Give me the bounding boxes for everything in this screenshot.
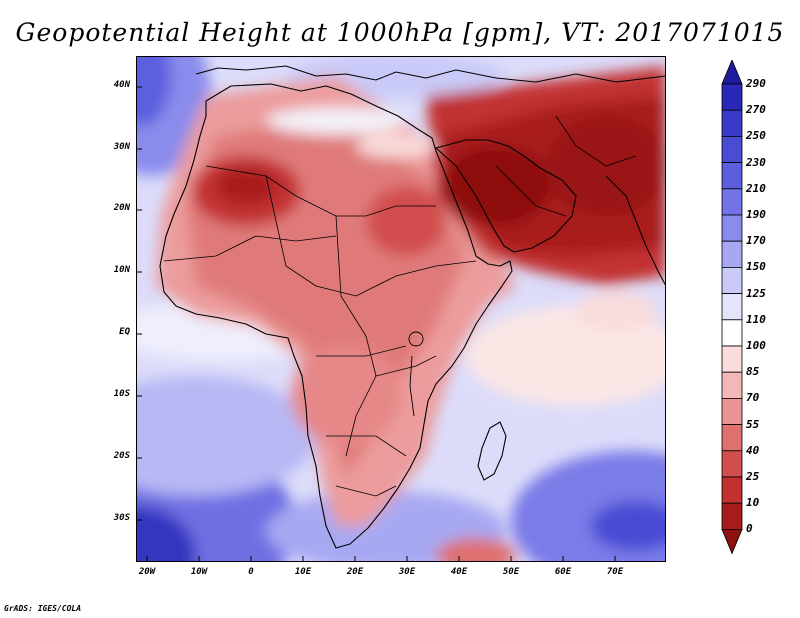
colorbar-level-label: 25: [746, 470, 760, 483]
arabia-coastline: [435, 139, 577, 253]
colorbar-level-label: 0: [746, 522, 753, 536]
lon-label: 60E: [554, 567, 572, 577]
lat-label: 10N: [113, 265, 130, 275]
colorbar-level-label: 150: [746, 260, 766, 274]
lat-label: 30S: [113, 513, 130, 523]
lat-label: EQ: [119, 327, 130, 337]
colorbar-level-label: 100: [746, 339, 766, 352]
europe-coastline: [195, 65, 666, 83]
colorbar-level-label: 85: [746, 365, 760, 379]
colorbar-box: [721, 109, 743, 137]
colorbar-box: [721, 319, 743, 347]
lon-label: 40E: [450, 567, 468, 577]
colorbar-level-label: 230: [746, 155, 766, 169]
colorbar: [721, 60, 743, 555]
lon-label: 50E: [502, 567, 520, 577]
colorbar-box: [721, 188, 743, 216]
colorbar-box: [721, 345, 743, 373]
lon-label: 20W: [138, 567, 156, 577]
colorbar-level-label: 40: [746, 443, 760, 457]
lake-tanganyika: [409, 355, 415, 417]
credit-text: GrADS: IGES/COLA: [4, 604, 82, 613]
lon-label: 10E: [294, 567, 312, 577]
colorbar-level-label: 170: [746, 234, 766, 248]
colorbar-triangle-top: [721, 60, 743, 85]
colorbar-box: [721, 476, 743, 504]
colorbar-box: [721, 266, 743, 294]
madagascar-coastline: [477, 421, 507, 481]
lat-label: 20N: [113, 203, 130, 213]
plot-title: Geopotential Height at 1000hPa [gpm], VT…: [15, 18, 785, 47]
lat-label: 30N: [113, 142, 130, 152]
colorbar-box: [721, 214, 743, 242]
india-coastline: [605, 175, 666, 287]
axis-ticks: [136, 86, 616, 562]
lon-label: 70E: [606, 567, 624, 577]
lat-label: 20S: [113, 451, 130, 461]
colorbar-box: [721, 450, 743, 478]
colorbar-triangle-bottom: [721, 529, 743, 555]
colorbar-box: [721, 502, 743, 530]
colorbar-level-label: 125: [746, 286, 766, 300]
colorbar-level-label: 110: [746, 312, 766, 326]
colorbar-box: [721, 397, 743, 425]
colorbar-level-label: 70: [746, 391, 760, 405]
colorbar-box: [721, 83, 743, 111]
colorbar-box: [721, 136, 743, 164]
map-frame: [136, 56, 666, 562]
colorbar-level-label: 10: [746, 496, 760, 510]
colorbar-box: [721, 240, 743, 268]
colorbar-level-label: 190: [746, 208, 766, 221]
lon-label: 20E: [346, 567, 364, 577]
africa-coastline: [159, 83, 513, 549]
colorbar-box: [721, 293, 743, 321]
lon-label: 30E: [398, 567, 416, 577]
lon-label: 10W: [190, 567, 208, 577]
colorbar-level-label: 270: [746, 103, 766, 117]
colorbar-box: [721, 162, 743, 190]
colorbar-level-label: 290: [746, 77, 766, 90]
colorbar-level-label: 250: [746, 129, 766, 143]
country-borders: [163, 115, 637, 497]
colorbar-level-label: 210: [746, 181, 766, 195]
map-plot: [136, 56, 666, 562]
lat-label: 10S: [113, 389, 130, 399]
colorbar-level-label: 55: [746, 417, 760, 431]
lake-victoria: [408, 331, 424, 347]
lon-label: 0: [248, 567, 254, 577]
colorbar-box: [721, 371, 743, 399]
lat-label: 40N: [113, 80, 130, 90]
colorbar-box: [721, 424, 743, 452]
